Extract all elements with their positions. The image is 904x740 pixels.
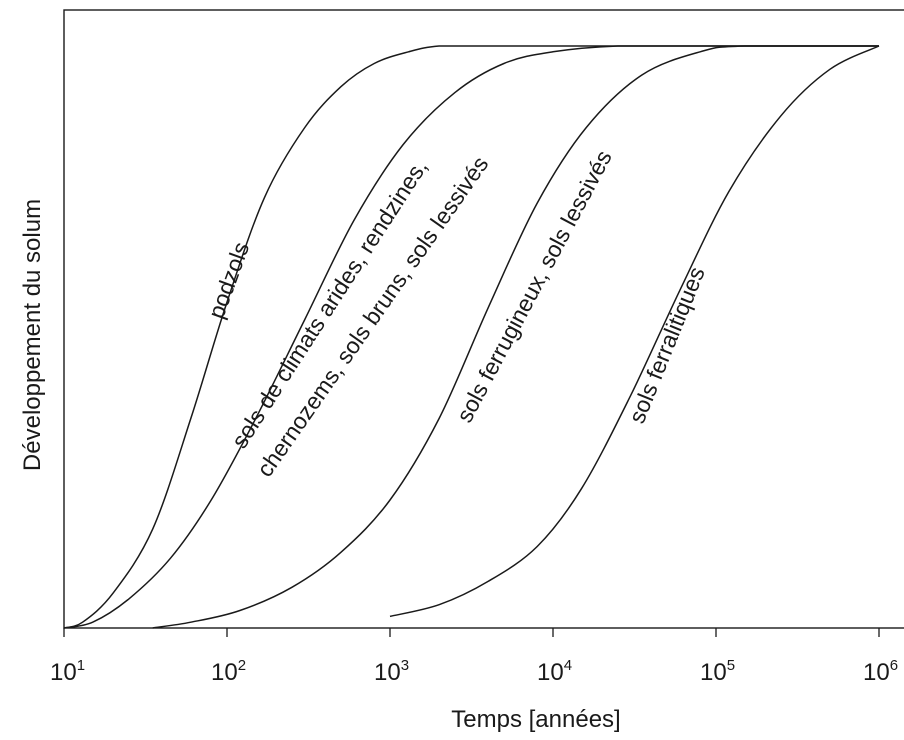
plot-frame: [63, 9, 904, 629]
curve-line: [389, 45, 880, 618]
x-axis-title: Temps [années]: [451, 706, 620, 733]
x-tick-label: 104: [537, 657, 572, 686]
y-axis-title: Développement du solum: [19, 199, 46, 471]
curve-line: [63, 45, 879, 629]
x-tick-label: 102: [211, 657, 246, 686]
curves: [63, 45, 880, 629]
curve-label: podzols: [203, 239, 255, 322]
x-axis-ticks: 101 102 103 104 105 106: [50, 628, 898, 686]
x-tick-label: 103: [374, 657, 409, 686]
curve-label: sols de climats arides, rendzines,: [226, 155, 432, 453]
curve-line: [63, 45, 879, 629]
x-tick-label: 106: [863, 657, 898, 686]
curve-label: sols ferralitiques: [623, 263, 709, 427]
curve-line: [152, 45, 879, 629]
curve-label: chernozems, sols bruns, sols lessivés: [251, 151, 493, 481]
x-tick-label: 101: [50, 657, 85, 686]
x-tick-label: 105: [700, 657, 735, 686]
